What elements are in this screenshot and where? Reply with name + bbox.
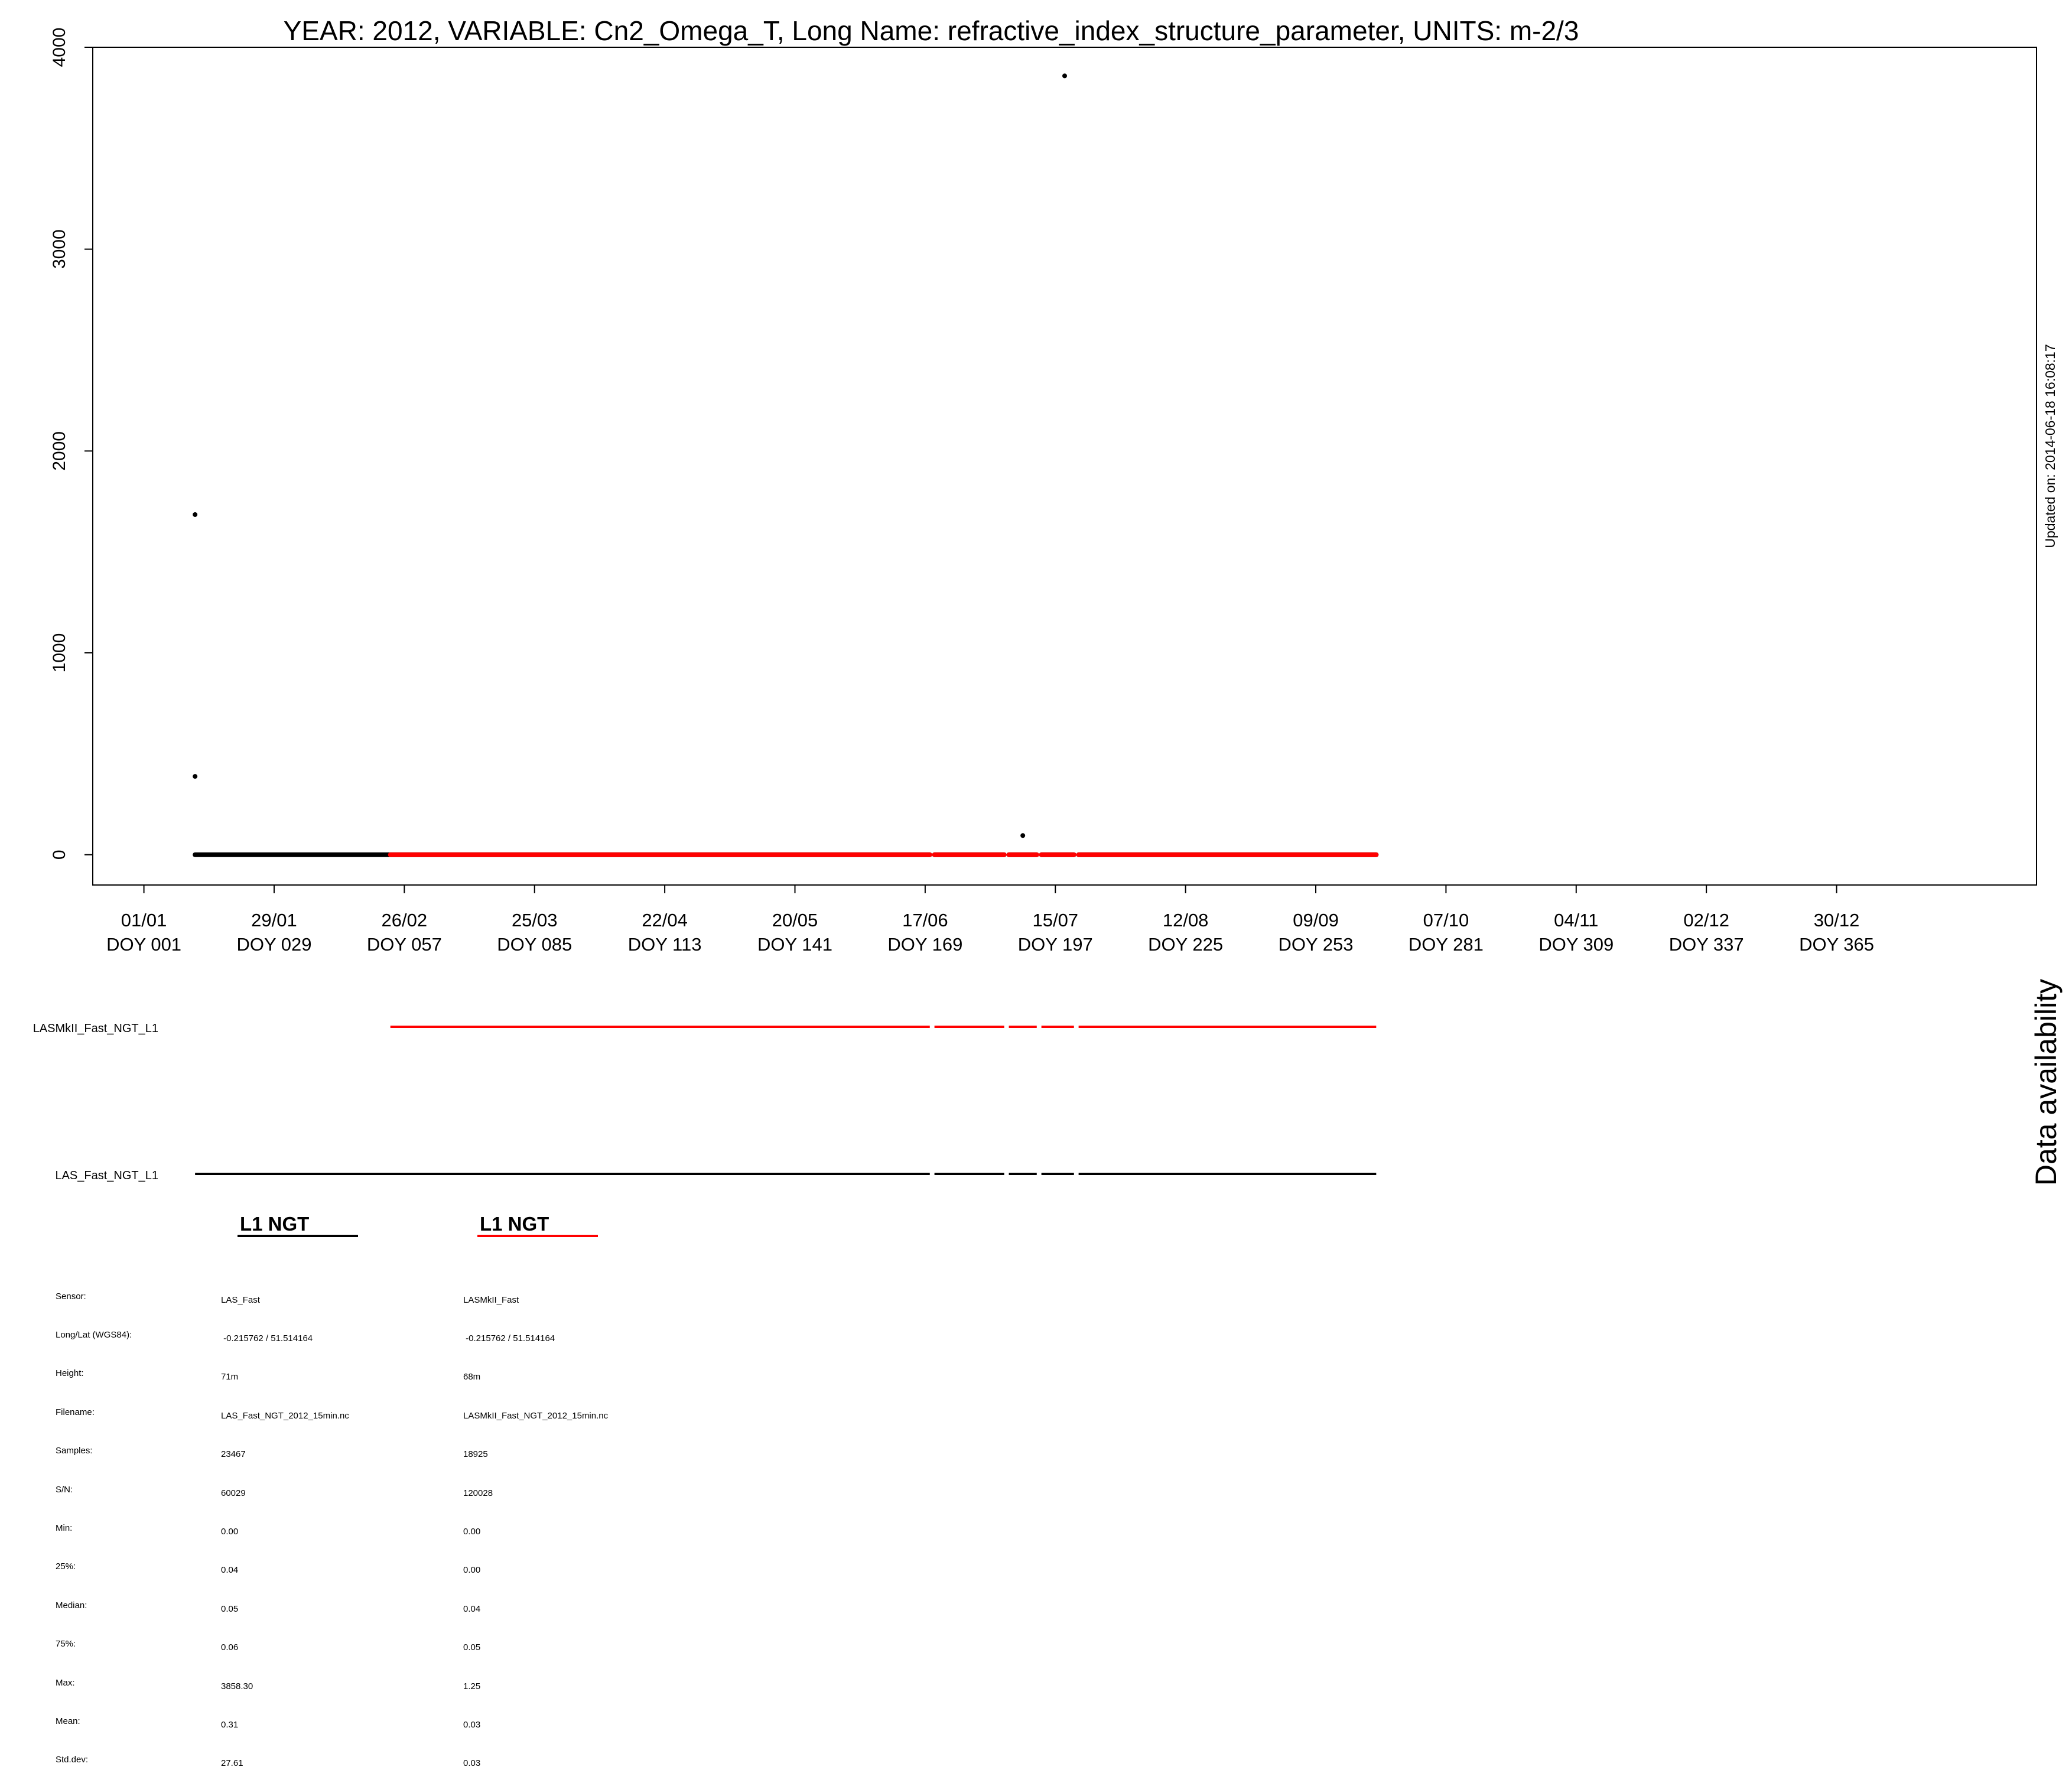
x-tick-date: 01/01 (121, 910, 167, 930)
stat-p75: 0.05 (463, 1642, 481, 1653)
legend-title-lasmkii: L1 NGT (480, 1213, 549, 1235)
stat-sensor: LASMkII_Fast (463, 1294, 519, 1305)
stat-label: 75%: (56, 1639, 76, 1649)
x-tick-doy: DOY 365 (1799, 934, 1874, 955)
stat-std: 0.03 (463, 1758, 481, 1769)
legend-title-las: L1 NGT (240, 1213, 310, 1235)
x-tick-doy: DOY 057 (367, 934, 442, 955)
legend-line-las (238, 1235, 358, 1237)
stat-label: Long/Lat (WGS84): (56, 1329, 132, 1340)
x-tick-date: 07/10 (1423, 910, 1469, 930)
x-tick-date: 09/09 (1293, 910, 1339, 930)
legend-line-lasmkii (477, 1235, 598, 1237)
x-tick-doy: DOY 281 (1409, 934, 1484, 955)
stat-label: Median: (56, 1600, 87, 1610)
stat-label: Std.dev: (56, 1755, 89, 1765)
x-tick-doy: DOY 029 (236, 934, 311, 955)
plot-frame (92, 47, 2037, 886)
stat-label: Mean: (56, 1716, 80, 1726)
stat-sn: 60029 (221, 1488, 246, 1498)
x-tick-date: 20/05 (772, 910, 818, 930)
chart-title: YEAR: 2012, VARIABLE: Cn2_Omega_T, Long … (284, 15, 1579, 46)
chart-canvas: YEAR: 2012, VARIABLE: Cn2_Omega_T, Long … (33, 15, 2063, 1186)
stat-longlat: -0.215762 / 51.514164 (221, 1333, 313, 1343)
plot-area (193, 73, 1379, 857)
stats-column-las: LAS_Fast -0.215762 / 51.514164 71m LAS_F… (221, 1268, 349, 1783)
x-tick-doy: DOY 337 (1669, 934, 1744, 955)
stat-samples: 23467 (221, 1449, 246, 1460)
x-tick-doy: DOY 085 (497, 934, 572, 955)
data-point (1020, 833, 1026, 838)
stat-label: Samples: (56, 1446, 93, 1456)
stat-min: 0.00 (221, 1526, 239, 1537)
stat-p75: 0.06 (221, 1642, 239, 1653)
x-tick-date: 29/01 (251, 910, 297, 930)
availability-row-label: LAS_Fast_NGT_L1 (55, 1169, 158, 1182)
y-axis: 0 1000 2000 3000 4000 (50, 28, 93, 860)
stat-median: 0.05 (221, 1603, 239, 1614)
stat-sn: 120028 (463, 1488, 493, 1498)
stat-label: Min: (56, 1522, 73, 1533)
x-tick-date: 02/12 (1683, 910, 1729, 930)
stat-label: Filename: (56, 1407, 95, 1417)
stat-samples: 18925 (463, 1449, 488, 1460)
stat-filename: LAS_Fast_NGT_2012_15min.nc (221, 1410, 349, 1421)
series-LAS_Fast_NGT_L1 (193, 73, 1379, 857)
x-tick-doy: DOY 001 (106, 934, 181, 955)
stats-column-lasmkii: LASMkII_Fast -0.215762 / 51.514164 68m L… (463, 1268, 608, 1783)
stat-label: Height: (56, 1368, 84, 1379)
stat-max: 1.25 (463, 1681, 481, 1691)
x-tick-doy: DOY 113 (628, 934, 702, 955)
x-tick-date: 17/06 (902, 910, 948, 930)
availability-title: Data availability (2029, 979, 2063, 1186)
y-tick-label: 1000 (50, 633, 69, 673)
data-point (1062, 73, 1067, 79)
updated-timestamp: Updated on: 2014-06-18 16:08:17 (2042, 344, 2058, 548)
stat-height: 68m (463, 1372, 481, 1382)
x-tick-date: 22/04 (642, 910, 688, 930)
stat-mean: 0.31 (221, 1719, 239, 1730)
stat-height: 71m (221, 1372, 239, 1382)
stat-mean: 0.03 (463, 1719, 481, 1730)
x-tick-doy: DOY 309 (1538, 934, 1614, 955)
x-tick-doy: DOY 253 (1279, 934, 1354, 955)
availability-row-label: LASMkII_Fast_NGT_L1 (33, 1022, 158, 1035)
y-tick-label: 3000 (50, 229, 69, 269)
x-tick-doy: DOY 169 (887, 934, 962, 955)
x-tick-date: 26/02 (382, 910, 428, 930)
stat-label: Sensor: (56, 1291, 86, 1302)
x-axis: 01/01 DOY 001 29/01 DOY 029 26/02 DOY 057 25/0… (106, 885, 1874, 955)
stat-longlat: -0.215762 / 51.514164 (463, 1333, 555, 1343)
stat-min: 0.00 (463, 1526, 481, 1537)
x-tick-doy: DOY 197 (1018, 934, 1093, 955)
stat-std: 27.61 (221, 1758, 243, 1769)
data-point (193, 774, 198, 779)
y-tick-label: 2000 (50, 431, 69, 471)
x-tick-date: 15/07 (1032, 910, 1078, 930)
stat-p25: 0.00 (463, 1565, 481, 1576)
stat-label: 25%: (56, 1561, 76, 1572)
stat-label: Max: (56, 1677, 75, 1688)
x-tick-date: 12/08 (1163, 910, 1209, 930)
data-availability-panel: LASMkII_Fast_NGT_L1 LAS_Fast_NGT_L1 (33, 1022, 1377, 1182)
y-tick-label: 4000 (50, 28, 69, 67)
x-tick-date: 04/11 (1554, 910, 1598, 930)
stat-median: 0.04 (463, 1603, 481, 1614)
stat-max: 3858.30 (221, 1681, 253, 1691)
stat-filename: LASMkII_Fast_NGT_2012_15min.nc (463, 1410, 609, 1421)
x-tick-doy: DOY 225 (1148, 934, 1223, 955)
stats-labels: Sensor: Long/Lat (WGS84): Height: Filena… (56, 1264, 132, 1779)
stat-label: S/N: (56, 1484, 73, 1495)
x-tick-date: 25/03 (512, 910, 558, 930)
x-tick-date: 30/12 (1814, 910, 1860, 930)
stat-p25: 0.04 (221, 1565, 239, 1576)
data-point (193, 512, 198, 518)
stat-sensor: LAS_Fast (221, 1294, 260, 1305)
y-tick-label: 0 (50, 850, 69, 860)
x-tick-doy: DOY 141 (757, 934, 832, 955)
